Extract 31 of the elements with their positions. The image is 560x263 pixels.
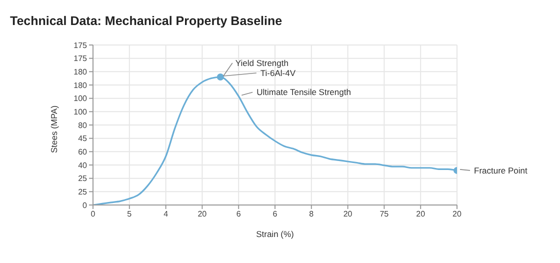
text: 175: [74, 54, 88, 64]
text: 40: [78, 160, 88, 170]
text: 60: [78, 148, 88, 157]
x-tick-label: 6: [236, 210, 242, 219]
annotation: Ti-6Al-4V: [260, 68, 296, 78]
x-tick-label: 20: [343, 210, 353, 219]
annotation: Ultimate Tensile Strength: [256, 87, 352, 98]
text: 175: [74, 40, 88, 50]
x-tick-label: 4: [164, 210, 169, 219]
text: 80: [78, 120, 88, 130]
x-tick-label: 8: [309, 210, 314, 219]
text: 100: [74, 108, 88, 117]
x-tick-label: 5: [127, 210, 132, 219]
x-tick-label: 20: [198, 210, 208, 219]
x-tick-label: 75: [380, 210, 390, 219]
text: Fracture Point: [474, 165, 528, 176]
x-axis-title: Strain (%): [256, 229, 294, 239]
text: 45: [78, 134, 88, 144]
text: 25: [78, 174, 88, 184]
x-tick-label: 20: [452, 210, 462, 219]
y-axis-title: Stees (MPA): [49, 105, 60, 153]
x-tick-label: 20: [416, 210, 426, 219]
text: 0: [82, 200, 88, 210]
x-tick-label: 0: [90, 210, 96, 219]
text: 25: [78, 188, 88, 197]
chart-title: Technical Data: Mechanical Property Baseline: [10, 14, 282, 28]
x-tick-label: 6: [272, 210, 278, 219]
text: Yield Strength: [235, 58, 289, 68]
text: 100: [74, 94, 88, 104]
text: 180: [74, 68, 88, 77]
text: 180: [74, 80, 88, 90]
